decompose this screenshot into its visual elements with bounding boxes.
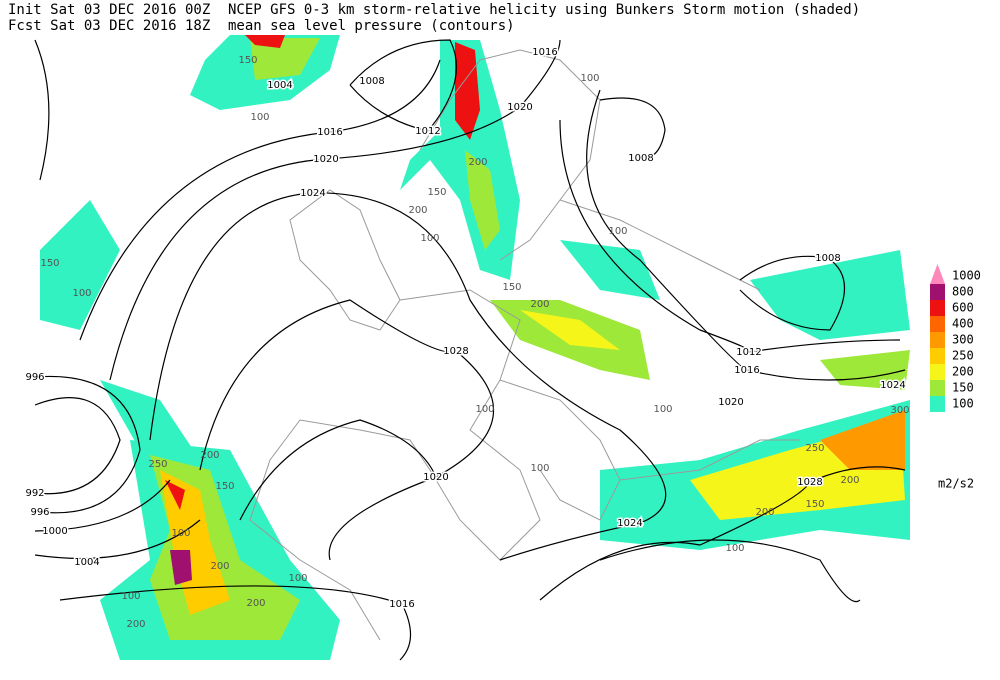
isobar-label: 1016	[389, 599, 414, 610]
helicity-label: 150	[502, 282, 521, 293]
init-time: Init Sat 03 DEC 2016 00Z	[8, 2, 210, 18]
isobar-label: 1020	[507, 102, 532, 113]
helicity-label: 250	[148, 459, 167, 470]
helicity-label: 100	[250, 112, 269, 123]
colorbar-box	[930, 316, 945, 332]
helicity-label: 150	[215, 481, 234, 492]
header: Init Sat 03 DEC 2016 00Z Fcst Sat 03 DEC…	[8, 2, 860, 34]
colorbar-box	[930, 348, 945, 364]
isobar-label: 1012	[736, 347, 761, 358]
isobar-label: 1020	[718, 397, 743, 408]
isobar-label: 1004	[267, 80, 292, 91]
forecast-time: Fcst Sat 03 DEC 2016 18Z	[8, 18, 210, 34]
isobar-label: 1028	[443, 346, 468, 357]
helicity-label: 100	[171, 528, 190, 539]
isobar-label: 996	[25, 372, 44, 383]
helicity-label: 100	[725, 543, 744, 554]
helicity-label: 100	[121, 591, 140, 602]
colorbar-label: 100	[952, 397, 974, 411]
isobar-label: 992	[25, 488, 44, 499]
isobar-label: 1008	[815, 253, 840, 264]
helicity-label: 200	[468, 157, 487, 168]
helicity-label: 100	[653, 404, 672, 415]
isobar-label: 1024	[880, 380, 905, 391]
isobars	[34, 39, 906, 661]
colorbar-box	[930, 364, 945, 380]
helicity-label: 100	[608, 226, 627, 237]
colorbar-box	[930, 332, 945, 348]
isobar-label: 1020	[313, 154, 338, 165]
helicity-label: 100	[288, 573, 307, 584]
isobar-label: 1016	[317, 127, 342, 138]
isobar-label: 1016	[532, 47, 557, 58]
colorbar: m2/s2 100 150 200 250 300 400 600 800 1000	[930, 264, 981, 491]
colorbar-label: 250	[952, 349, 974, 363]
isobar-label: 1016	[734, 365, 759, 376]
isobar-label: 1004	[74, 557, 99, 568]
isobar-label: 1020	[423, 472, 448, 483]
helicity-label: 100	[420, 233, 439, 244]
colorbar-label: 800	[952, 285, 974, 299]
isobar-label: 1000	[42, 526, 67, 537]
isobar-label: 1024	[300, 188, 325, 199]
helicity-label: 200	[200, 450, 219, 461]
helicity-label: 200	[755, 507, 774, 518]
helicity-label: 250	[805, 443, 824, 454]
colorbar-box	[930, 396, 945, 412]
colorbar-label: 200	[952, 365, 974, 379]
colorbar-label: 400	[952, 317, 974, 331]
isobar-label: 1012	[415, 126, 440, 137]
colorbar-unit: m2/s2	[938, 477, 974, 491]
helicity-label: 200	[246, 598, 265, 609]
map-labels: 1016 1008 1004 1012 1016 1020 1020 1024 1008 1008…	[24, 46, 910, 631]
map-subtitle: mean sea level pressure (contours)	[228, 18, 515, 34]
helicity-label: 150	[40, 258, 59, 269]
isobar-label: 996	[30, 507, 49, 518]
helicity-label: 300	[890, 405, 909, 416]
isobar-label: 1008	[628, 153, 653, 164]
helicity-label: 100	[530, 463, 549, 474]
isobar-label: 1024	[617, 518, 642, 529]
helicity-label: 200	[126, 619, 145, 630]
helicity-label: 100	[72, 288, 91, 299]
helicity-label: 200	[408, 205, 427, 216]
helicity-shading	[40, 35, 910, 660]
colorbar-label: 150	[952, 381, 974, 395]
colorbar-box	[930, 284, 945, 300]
colorbar-box	[930, 380, 945, 396]
helicity-label: 150	[238, 55, 257, 66]
helicity-label: 200	[840, 475, 859, 486]
coastlines	[249, 49, 800, 641]
helicity-label: 150	[805, 499, 824, 510]
colorbar-label: 1000	[952, 269, 981, 283]
helicity-label: 150	[427, 187, 446, 198]
helicity-label: 100	[580, 73, 599, 84]
colorbar-triangle	[930, 264, 945, 284]
colorbar-box	[930, 300, 945, 316]
isobar-label: 1028	[797, 477, 822, 488]
helicity-label: 200	[530, 299, 549, 310]
helicity-label: 100	[475, 404, 494, 415]
map-title: NCEP GFS 0-3 km storm-relative helicity …	[228, 2, 860, 18]
isobar-label: 1008	[359, 76, 384, 87]
colorbar-label: 300	[952, 333, 974, 347]
helicity-label: 200	[210, 561, 229, 572]
colorbar-label: 600	[952, 301, 974, 315]
